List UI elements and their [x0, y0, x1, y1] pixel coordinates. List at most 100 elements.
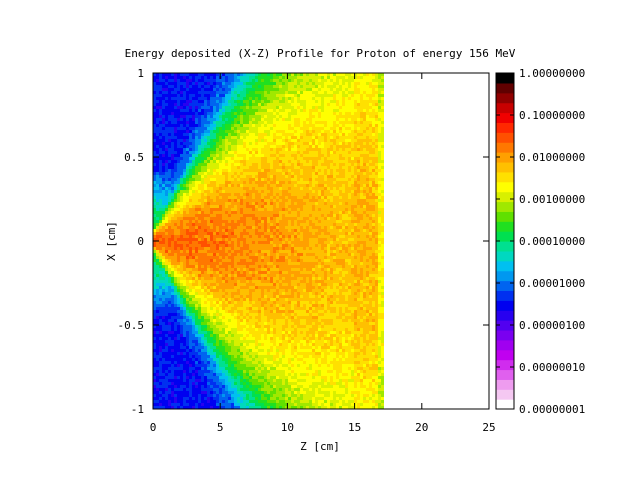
heatmap-cell	[204, 316, 207, 319]
heatmap-cell	[213, 145, 216, 148]
heatmap-cell	[228, 406, 231, 409]
heatmap-cell	[261, 139, 264, 142]
heatmap-cell	[237, 85, 240, 88]
heatmap-cell	[282, 97, 285, 100]
heatmap-cell	[219, 244, 222, 247]
heatmap-cell	[234, 259, 237, 262]
heatmap-cell	[174, 79, 177, 82]
heatmap-cell	[270, 373, 273, 376]
heatmap-cell	[210, 145, 213, 148]
heatmap-cell	[270, 142, 273, 145]
heatmap-cell	[159, 265, 162, 268]
heatmap-cell	[213, 400, 216, 403]
heatmap-cell	[186, 196, 189, 199]
heatmap-cell	[231, 187, 234, 190]
heatmap-cell	[282, 124, 285, 127]
heatmap-cell	[156, 268, 159, 271]
heatmap-cell	[276, 331, 279, 334]
heatmap-cell	[192, 304, 195, 307]
heatmap-cell	[282, 301, 285, 304]
heatmap-cell	[246, 304, 249, 307]
heatmap-cell	[231, 82, 234, 85]
heatmap-cell	[222, 331, 225, 334]
heatmap-cell	[237, 208, 240, 211]
heatmap-cell	[210, 109, 213, 112]
heatmap-cell	[234, 385, 237, 388]
heatmap-cell	[261, 337, 264, 340]
heatmap-cell	[162, 325, 165, 328]
heatmap-cell	[264, 118, 267, 121]
heatmap-cell	[192, 250, 195, 253]
heatmap-cell	[222, 403, 225, 406]
heatmap-cell	[204, 235, 207, 238]
heatmap-cell	[201, 100, 204, 103]
heatmap-cell	[249, 151, 252, 154]
heatmap-cell	[252, 223, 255, 226]
heatmap-cell	[189, 349, 192, 352]
heatmap-cell	[204, 286, 207, 289]
heatmap-cell	[258, 91, 261, 94]
heatmap-cell	[177, 397, 180, 400]
heatmap-cell	[177, 391, 180, 394]
heatmap-cell	[153, 121, 156, 124]
heatmap-cell	[183, 346, 186, 349]
heatmap-cell	[168, 76, 171, 79]
heatmap-cell	[174, 250, 177, 253]
heatmap-cell	[276, 400, 279, 403]
heatmap-cell	[261, 175, 264, 178]
heatmap-cell	[246, 151, 249, 154]
heatmap-cell	[261, 193, 264, 196]
heatmap-cell	[237, 370, 240, 373]
heatmap-cell	[186, 262, 189, 265]
heatmap-cell	[276, 277, 279, 280]
heatmap-cell	[267, 277, 270, 280]
heatmap-cell	[255, 334, 258, 337]
heatmap-cell	[210, 346, 213, 349]
heatmap-cell	[198, 370, 201, 373]
heatmap-cell	[210, 97, 213, 100]
heatmap-cell	[156, 253, 159, 256]
heatmap-cell	[180, 172, 183, 175]
heatmap-cell	[216, 220, 219, 223]
heatmap-cell	[207, 361, 210, 364]
heatmap-cell	[246, 388, 249, 391]
heatmap-cell	[261, 319, 264, 322]
heatmap-cell	[177, 292, 180, 295]
heatmap-cell	[222, 88, 225, 91]
heatmap-cell	[231, 376, 234, 379]
heatmap-cell	[195, 370, 198, 373]
heatmap-cell	[198, 259, 201, 262]
heatmap-cell	[270, 400, 273, 403]
heatmap-cell	[252, 169, 255, 172]
heatmap-cell	[210, 142, 213, 145]
heatmap-cell	[162, 241, 165, 244]
heatmap-cell	[219, 79, 222, 82]
heatmap-cell	[237, 139, 240, 142]
heatmap-cell	[186, 229, 189, 232]
heatmap-cell	[240, 316, 243, 319]
heatmap-cell	[216, 367, 219, 370]
heatmap-cell	[216, 133, 219, 136]
heatmap-cell	[249, 73, 252, 76]
heatmap-cell	[186, 238, 189, 241]
heatmap-cell	[195, 334, 198, 337]
heatmap-cell	[210, 133, 213, 136]
heatmap-cell	[231, 169, 234, 172]
heatmap-cell	[204, 247, 207, 250]
heatmap-cell	[189, 400, 192, 403]
heatmap-cell	[234, 376, 237, 379]
heatmap-cell	[183, 73, 186, 76]
heatmap-cell	[171, 358, 174, 361]
heatmap-cell	[216, 268, 219, 271]
heatmap-cell	[174, 394, 177, 397]
heatmap-cell	[183, 349, 186, 352]
heatmap-cell	[249, 304, 252, 307]
heatmap-cell	[246, 361, 249, 364]
heatmap-cell	[171, 274, 174, 277]
heatmap-cell	[225, 73, 228, 76]
heatmap-cell	[285, 190, 288, 193]
heatmap-cell	[171, 352, 174, 355]
heatmap-cell	[249, 187, 252, 190]
heatmap-cell	[249, 334, 252, 337]
heatmap-cell	[156, 130, 159, 133]
